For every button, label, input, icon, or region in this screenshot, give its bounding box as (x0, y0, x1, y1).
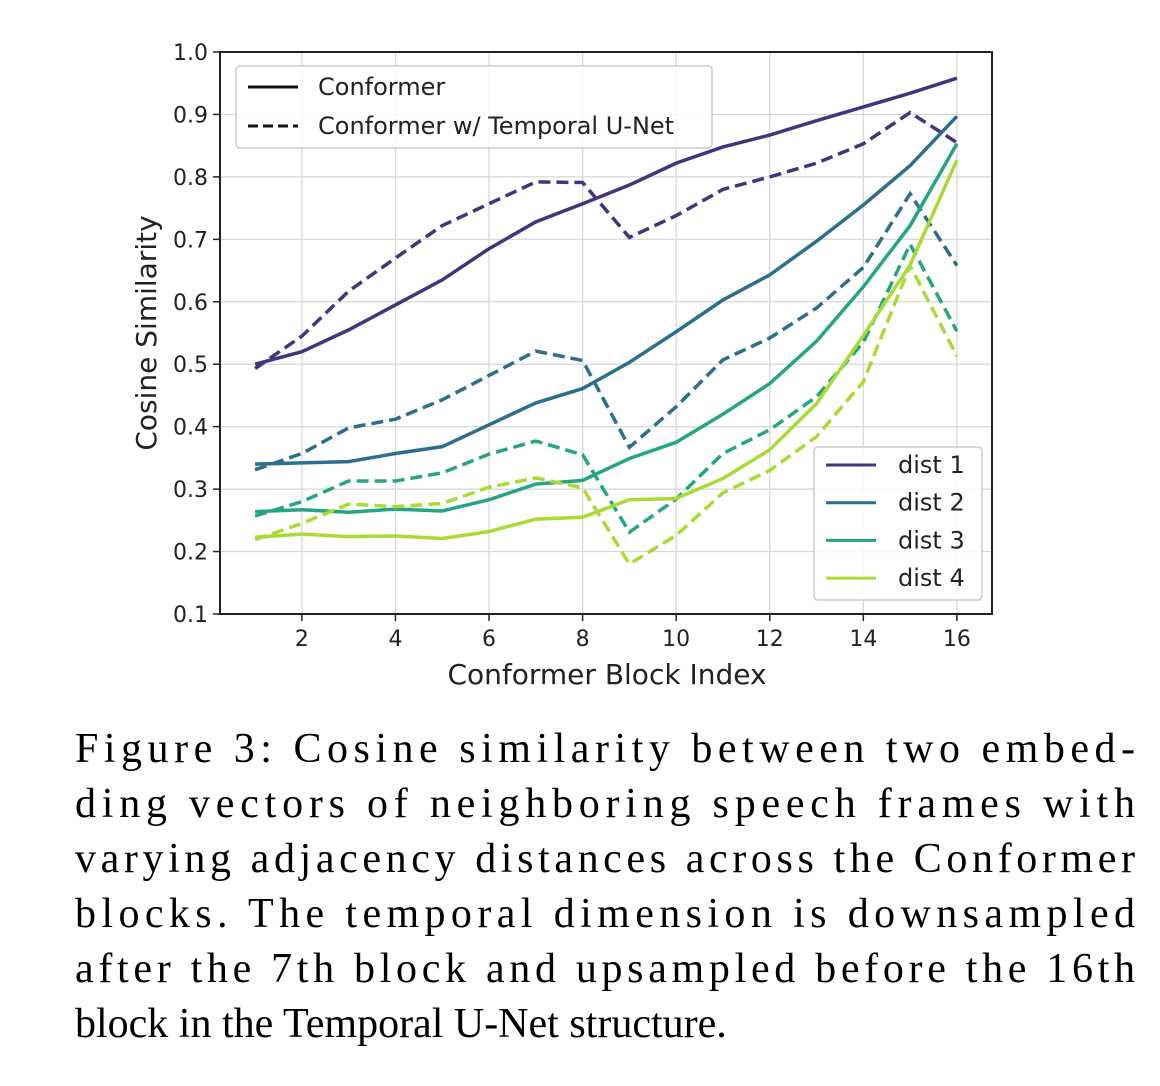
x-tick-label: 14 (849, 627, 877, 652)
x-tick-label: 16 (943, 627, 971, 652)
caption-line: after the 7th block and upsampled before… (75, 946, 1135, 992)
legend-label: Conformer (318, 73, 445, 101)
caption-line: block in the Temporal U-Net structure. (75, 1001, 727, 1047)
x-tick-label: 8 (576, 627, 590, 652)
y-tick-label: 0.9 (173, 103, 208, 128)
series-line (254, 159, 959, 541)
series-line (255, 115, 959, 466)
x-tick-label: 4 (388, 627, 402, 652)
x-axis-label: Conformer Block Index (447, 658, 766, 691)
legend-label: Conformer w/ Temporal U-Net (318, 112, 674, 140)
y-tick-label: 0.2 (173, 541, 208, 566)
series-line (254, 110, 958, 371)
legend-label: dist 1 (898, 451, 965, 479)
legend-box (813, 446, 983, 601)
y-tick-label: 0.4 (173, 416, 208, 441)
legend-box (235, 65, 713, 149)
legend-label: dist 4 (898, 564, 965, 592)
y-tick-label: 0.1 (173, 603, 208, 628)
series-line (254, 261, 959, 567)
series-line (254, 240, 959, 535)
y-tick-label: 0.5 (173, 353, 208, 378)
caption-line: ding vectors of neighboring speech frame… (75, 781, 1135, 827)
x-tick-label: 2 (295, 627, 309, 652)
y-tick-label: 0.3 (173, 478, 208, 503)
x-tick-label: 12 (756, 627, 784, 652)
y-axis-label: Cosine Similarity (130, 215, 163, 450)
y-tick-label: 1.0 (173, 41, 208, 66)
y-tick-label: 0.6 (173, 291, 208, 316)
caption-line: Figure 3: Cosine similarity between two … (75, 726, 1135, 772)
caption-line: varying adjacency distances across the C… (75, 836, 1135, 882)
series-line (254, 76, 958, 366)
legend-label: dist 3 (898, 526, 965, 554)
plot-frame (219, 51, 993, 615)
legend-label: dist 2 (898, 489, 965, 517)
caption-line: blocks. The temporal dimension is downsa… (75, 891, 1135, 937)
x-tick-label: 6 (482, 627, 496, 652)
y-tick-label: 0.7 (173, 228, 208, 253)
series-line (255, 142, 959, 514)
series-line (254, 190, 959, 472)
x-tick-label: 10 (662, 627, 690, 652)
y-tick-label: 0.8 (173, 166, 208, 191)
